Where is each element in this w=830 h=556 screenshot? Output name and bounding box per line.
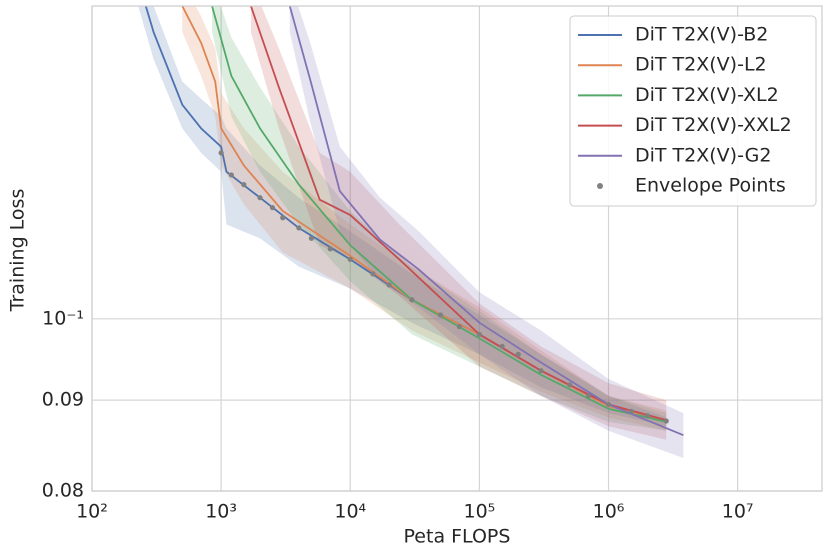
legend-marker [597, 183, 603, 189]
y-tick-label: 0.08 [42, 480, 84, 502]
envelope-point [476, 331, 482, 338]
plot-area [138, 6, 684, 458]
y-tick-label: 0.09 [42, 389, 84, 411]
x-tick-label: 10⁷ [722, 501, 754, 523]
envelope-point [218, 150, 224, 156]
legend-label: Envelope Points [635, 175, 786, 197]
ticks: 10² 10³ 10⁴ 10⁵ 10⁶ 10⁷ 0.08 0.09 10⁻¹ [42, 307, 754, 522]
x-axis-label: Peta FLOPS [404, 526, 511, 548]
series-line [288, 6, 684, 437]
series-line [211, 6, 667, 423]
series-line [250, 6, 667, 421]
x-tick-label: 10² [76, 501, 108, 523]
envelope-point [499, 343, 505, 349]
legend-label: DiT T2X(V)-XXL2 [635, 114, 792, 136]
legend-label: DiT T2X(V)-G2 [635, 144, 771, 166]
envelope-point [409, 297, 415, 303]
confidence-band [250, 6, 667, 440]
envelope-point [456, 323, 462, 330]
envelope-point [628, 408, 634, 414]
confidence-band [138, 6, 667, 427]
confidence-band [182, 6, 667, 431]
envelope-point [327, 246, 333, 252]
y-axis-label: Training Loss [7, 189, 29, 313]
x-tick-label: 10⁵ [463, 501, 495, 523]
legend-label: DiT T2X(V)-L2 [635, 54, 767, 76]
x-tick-label: 10³ [205, 501, 237, 523]
envelope-point [308, 235, 314, 241]
envelope-point [538, 368, 544, 374]
x-tick-label: 10⁴ [334, 501, 366, 523]
legend-box [569, 15, 817, 207]
envelope-point [370, 271, 376, 277]
envelope-point [296, 225, 302, 231]
envelope-point [644, 413, 650, 419]
envelope-point [257, 195, 263, 201]
envelope-point [347, 256, 353, 263]
y-tick-label: 10⁻¹ [42, 307, 84, 329]
envelope-point [585, 393, 592, 399]
envelope-point [386, 282, 392, 288]
legend-label: DiT T2X(V)-B2 [635, 24, 768, 46]
envelope-point [663, 418, 669, 424]
envelope-point [515, 351, 521, 357]
legend-label: DiT T2X(V)-XL2 [635, 84, 779, 106]
envelope-point [280, 215, 286, 221]
envelope-point [228, 172, 234, 178]
envelope-point [567, 382, 573, 388]
x-tick-label: 10⁶ [593, 501, 625, 523]
confidence-band [212, 6, 667, 431]
legend: DiT T2X(V)-B2 DiT T2X(V)-L2 DiT T2X(V)-XL2… [569, 15, 817, 207]
axes-frame [91, 5, 823, 492]
envelope-point [241, 182, 247, 188]
envelope-point [437, 312, 444, 318]
envelope-point [269, 205, 276, 211]
envelope-point [605, 401, 612, 408]
